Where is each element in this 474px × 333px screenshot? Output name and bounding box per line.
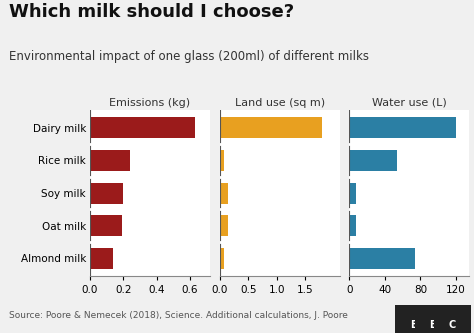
Title: Emissions (kg): Emissions (kg) xyxy=(109,98,191,108)
Bar xyxy=(349,150,397,171)
Bar xyxy=(90,215,122,236)
Text: B: B xyxy=(429,320,437,330)
Text: Source: Poore & Nemecek (2018), Science. Additional calculations, J. Poore: Source: Poore & Nemecek (2018), Science.… xyxy=(9,311,348,320)
Bar xyxy=(219,117,322,139)
Bar xyxy=(90,182,123,204)
Text: B: B xyxy=(410,320,418,330)
Bar xyxy=(219,215,228,236)
Bar xyxy=(90,150,130,171)
Bar xyxy=(90,117,195,139)
Text: C: C xyxy=(449,320,456,330)
Text: Environmental impact of one glass (200ml) of different milks: Environmental impact of one glass (200ml… xyxy=(9,50,369,63)
Bar xyxy=(349,117,456,139)
Bar xyxy=(90,248,113,269)
Bar xyxy=(219,150,224,171)
Bar xyxy=(219,182,228,204)
Title: Land use (sq m): Land use (sq m) xyxy=(235,98,325,108)
Text: Which milk should I choose?: Which milk should I choose? xyxy=(9,3,295,21)
Bar xyxy=(349,182,356,204)
Bar xyxy=(219,248,224,269)
Title: Water use (L): Water use (L) xyxy=(372,98,447,108)
Bar xyxy=(349,215,356,236)
Bar xyxy=(349,248,415,269)
